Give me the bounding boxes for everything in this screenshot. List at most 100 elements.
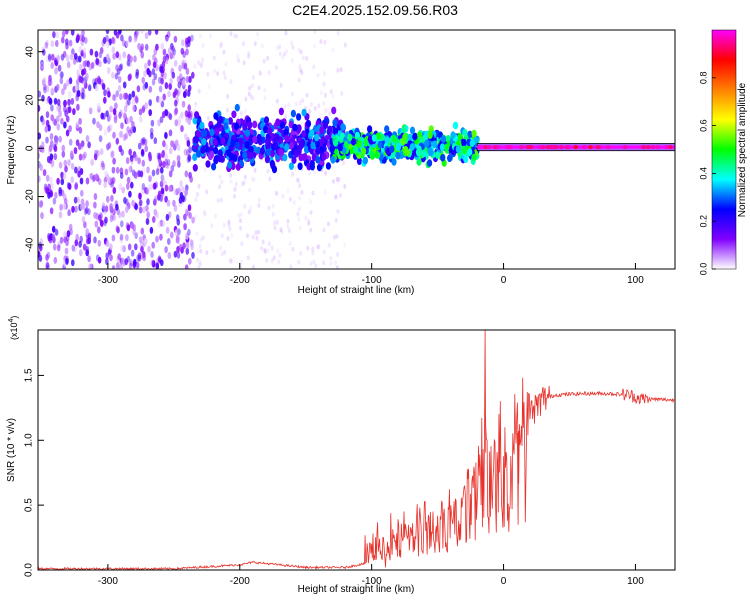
spectrogram-cell <box>281 193 285 199</box>
spectrogram-cell <box>62 202 67 210</box>
spectrogram-cell <box>309 227 313 233</box>
spectrogram-cell <box>78 117 82 125</box>
spectrogram-cell <box>209 128 215 137</box>
spectrogram-cell <box>111 166 116 174</box>
spectrogram-cell <box>461 138 467 147</box>
spectrogram-cell <box>178 244 183 251</box>
spectrogram-cell <box>176 75 181 83</box>
spectrogram-cell <box>209 150 215 159</box>
spectrogram-cell <box>118 211 122 219</box>
spectrogram-cell <box>262 58 266 64</box>
spectrogram-cell <box>75 94 79 102</box>
spectrogram-cell <box>192 164 198 172</box>
spectrogram-cell <box>336 30 340 36</box>
spectrogram-cell <box>176 218 181 226</box>
spectrogram-cell <box>150 251 154 258</box>
spectrogram-cell <box>107 142 112 149</box>
spectrogram-cell <box>229 172 233 178</box>
spectrogram-cell <box>164 82 169 90</box>
spectrogram-cell <box>112 213 116 221</box>
spectrogram-cell <box>279 227 283 233</box>
spectrogram-cell <box>271 143 277 151</box>
spectrogram-cell <box>265 138 271 146</box>
spectrogram-cell <box>134 203 138 211</box>
spectrogram-cell <box>103 181 107 189</box>
spectrogram-cell <box>109 203 113 210</box>
spectrogram-cell <box>105 240 110 248</box>
spectrogram-cell <box>197 183 201 189</box>
spectrogram-cell <box>356 140 362 149</box>
spectrogram-cell <box>297 259 301 265</box>
spectrogram-cell <box>199 248 203 254</box>
spectrogram-cell <box>81 30 85 37</box>
spectrogram-cell <box>298 225 302 231</box>
spectrogram-cell <box>112 108 117 116</box>
spectrogram-cell <box>118 30 122 35</box>
spectrogram-cell <box>51 53 55 61</box>
spectrogram-cell <box>340 91 344 96</box>
spectrogram-cell <box>310 141 316 150</box>
spectrogram-cell <box>49 153 54 161</box>
spectrogram-cell <box>305 55 309 61</box>
spectrogram-cell <box>61 36 65 44</box>
spectrogram-cell <box>132 224 137 232</box>
spectrogram-cell <box>210 223 214 229</box>
spectrogram-cell <box>417 131 423 139</box>
spectrogram-cell <box>122 112 127 120</box>
spectrogram-cell <box>331 93 335 99</box>
spectrogram-cell <box>57 64 62 72</box>
spectrogram-cell <box>253 41 257 47</box>
spectrogram-cell <box>390 151 396 159</box>
spectrogram-cell <box>140 150 145 158</box>
spectrogram-cell <box>162 48 167 56</box>
spectrogram-cell <box>161 149 166 157</box>
spectrogram-cell <box>198 259 202 265</box>
spectrogram-cell <box>61 144 66 152</box>
spectrogram-cell <box>164 184 169 192</box>
spectrogram-cell <box>471 153 477 162</box>
spectrogram-cell <box>306 245 310 251</box>
spectrogram-cell <box>69 53 74 61</box>
spectrogram-cell <box>185 241 190 249</box>
spectrogram-cell <box>164 246 168 254</box>
spectrogram-cell <box>166 199 171 207</box>
spectrogram-cell <box>49 207 54 215</box>
spectrogram-cell <box>214 213 218 219</box>
spectrogram-cell <box>263 116 270 124</box>
spectrogram-cell <box>157 255 162 263</box>
spectrogram-cell <box>161 111 166 119</box>
spectrogram-cell <box>189 175 193 183</box>
spectrogram-cell <box>100 112 104 120</box>
spectrogram-cell <box>323 190 327 196</box>
spectrogram-cell <box>312 169 316 175</box>
spectrogram-cell <box>166 159 171 166</box>
spectrogram-cell <box>73 52 78 60</box>
spectrogram-cell <box>279 121 286 129</box>
spectrogram-cell <box>309 129 315 137</box>
spectrogram-cell <box>155 168 160 176</box>
spectrogram-cell <box>126 182 130 190</box>
spectrogram-cell <box>50 182 54 190</box>
spectrogram-cell <box>41 94 45 102</box>
spectrogram-cell <box>47 124 51 132</box>
spectrogram-cell <box>149 127 154 135</box>
spectrogram-cell <box>107 90 111 98</box>
spectrogram-cell <box>136 85 141 93</box>
spectrogram-cell <box>288 162 294 170</box>
spectrogram-cell <box>142 254 146 262</box>
spectrogram-cell <box>112 157 116 165</box>
spectrogram-cell <box>187 104 191 112</box>
spectrogram-cell <box>332 178 335 184</box>
colorbar-tick-label: 0.8 <box>698 72 708 85</box>
spectrogram-cell <box>92 78 96 86</box>
spectrogram-cell <box>173 204 178 212</box>
spectrogram-cell <box>51 225 56 233</box>
spectrogram-cell <box>278 107 284 116</box>
spectrogram-cell <box>107 248 112 256</box>
spectrogram-cell <box>78 240 82 248</box>
spectrogram-cell <box>184 264 189 269</box>
spectrogram-cell <box>300 70 304 76</box>
spectrogram-cell <box>184 133 188 141</box>
spectrogram-cell <box>298 100 302 106</box>
spectrogram-cells <box>38 30 675 269</box>
